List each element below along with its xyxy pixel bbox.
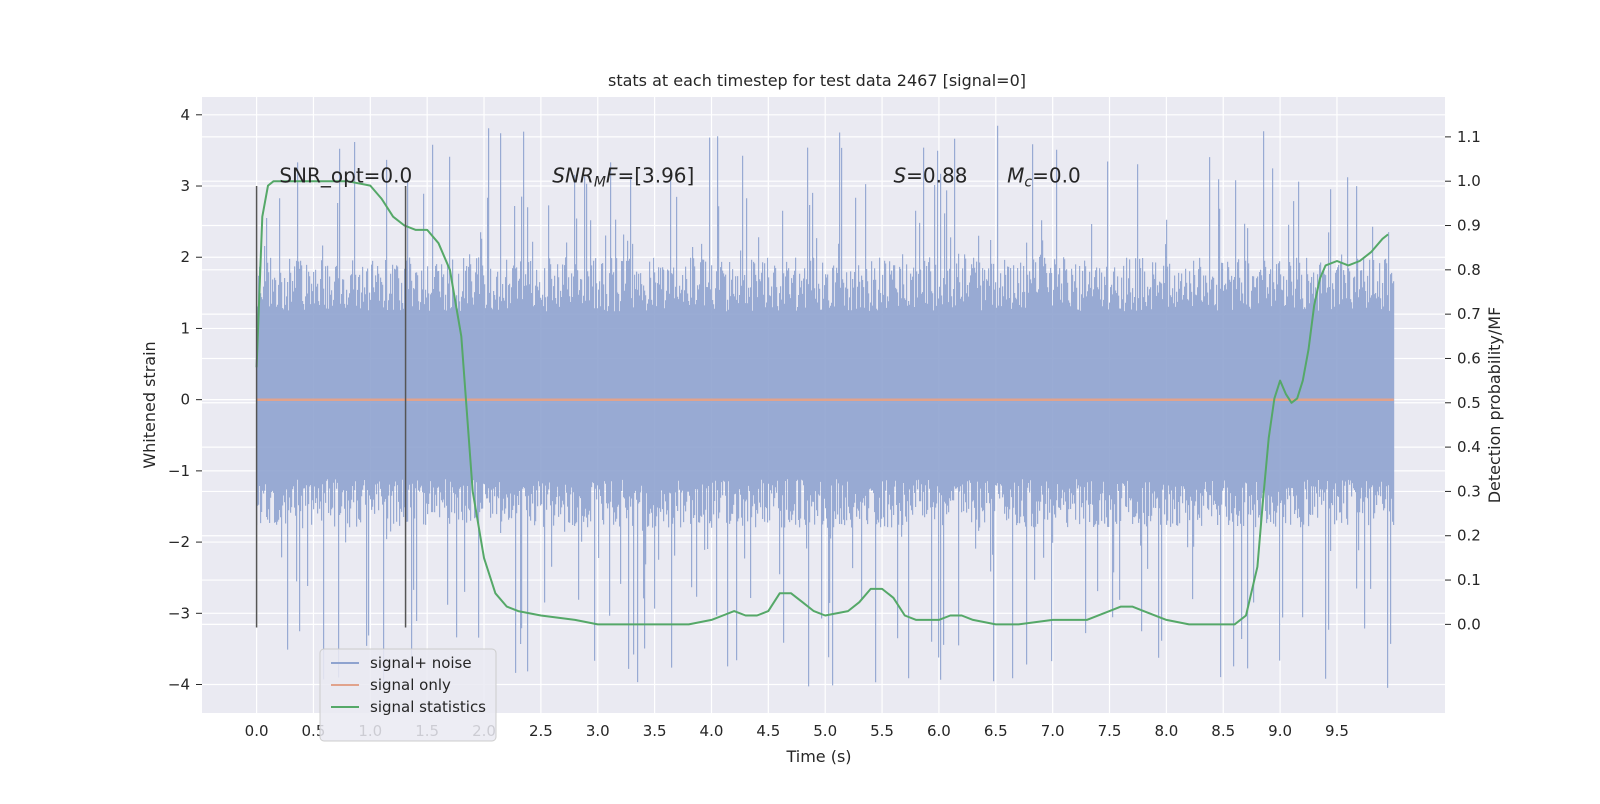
y2-tick-label: 1.0	[1457, 172, 1481, 190]
x-tick-label: 9.5	[1325, 722, 1349, 740]
y-tick-label: −1	[168, 462, 190, 480]
y-axis-label: Whitened strain	[140, 341, 159, 468]
y2-tick-label: 0.6	[1457, 349, 1481, 367]
x-tick-label: 7.5	[1098, 722, 1122, 740]
annotations: SNR_opt=0.0 SNRMF=[3.96] S=0.88 Mc=0.0	[279, 163, 1080, 190]
y2-tick-label: 1.1	[1457, 128, 1481, 146]
x-tick-label: 5.5	[870, 722, 894, 740]
x-tick-label: 7.0	[1041, 722, 1065, 740]
line-layer	[255, 180, 1394, 626]
y-tick-label: −4	[168, 676, 190, 694]
y2-axis-label: Detection probability/MF	[1485, 307, 1504, 504]
x-tick-label: 3.5	[643, 722, 667, 740]
vline-layer	[255, 186, 407, 628]
y2-tick-label: 0.4	[1457, 438, 1481, 456]
y-tick-label: 1	[180, 319, 190, 337]
y2-tick-label: 0.0	[1457, 615, 1481, 633]
y2-tick-label: 0.5	[1457, 394, 1481, 412]
x-tick-label: 4.5	[756, 722, 780, 740]
annotation-s: S=0.88	[893, 163, 967, 187]
x-tick-label: 9.0	[1268, 722, 1292, 740]
x-tick-label: 8.5	[1211, 722, 1235, 740]
legend-label-signal-statistics: signal statistics	[370, 698, 486, 716]
y2-tick-label: 0.8	[1457, 261, 1481, 279]
x-tick-label: 5.0	[813, 722, 837, 740]
chart-title: stats at each timestep for test data 246…	[608, 71, 1026, 90]
y-tick-label: −3	[168, 604, 190, 622]
x-tick-label: 3.0	[586, 722, 610, 740]
annotation-snr-mf: SNRMF=[3.96]	[552, 163, 694, 190]
y2-tick-label: 0.1	[1457, 571, 1481, 589]
x-tick-label: 0.5	[302, 722, 326, 740]
legend-box	[319, 648, 497, 742]
y2-tick-label: 0.7	[1457, 305, 1481, 323]
y-tick-label: 3	[180, 177, 190, 195]
legend-label-signal-noise: signal+ noise	[370, 654, 472, 672]
y2-axis-ticks: 1.1 1.0 0.9 0.8 0.7 0.6 0.5 0.4 0.3 0.2 0.1 0.0	[1445, 128, 1481, 633]
y2-tick-label: 0.2	[1457, 527, 1481, 545]
signal-statistics-line	[255, 180, 1389, 626]
y-axis-ticks: 4 3 2 1 0 −1 −2 −3 −4	[168, 106, 202, 694]
y-tick-label: 0	[180, 391, 190, 409]
x-tick-label: 8.0	[1154, 722, 1178, 740]
legend: signal+ noise signal only signal statist…	[319, 648, 497, 742]
y-tick-label: −2	[168, 533, 190, 551]
x-tick-label: 6.5	[984, 722, 1008, 740]
y-tick-label: 4	[180, 106, 190, 124]
x-axis-label: Time (s)	[785, 747, 851, 766]
y2-tick-label: 0.9	[1457, 217, 1481, 235]
x-tick-label: 6.0	[927, 722, 951, 740]
x-tick-label: 0.0	[245, 722, 269, 740]
annotation-snr-opt: SNR_opt=0.0	[279, 163, 412, 187]
y2-tick-label: 0.3	[1457, 482, 1481, 500]
y-tick-label: 2	[180, 248, 190, 266]
annotation-mc: Mc=0.0	[1007, 163, 1081, 190]
legend-label-signal-only: signal only	[370, 676, 451, 694]
x-tick-label: 4.0	[700, 722, 724, 740]
x-tick-label: 2.5	[529, 722, 553, 740]
